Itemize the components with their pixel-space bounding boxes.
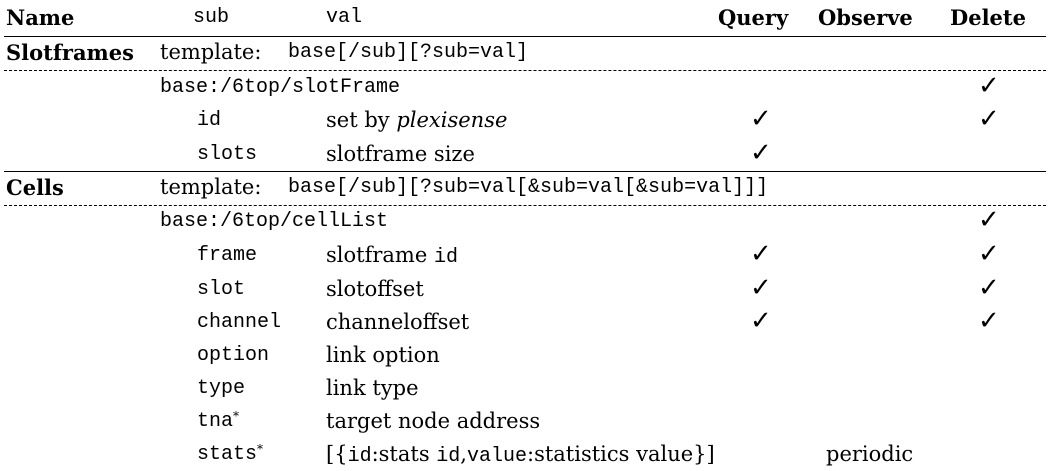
template-label: template: bbox=[160, 40, 262, 64]
header-rule bbox=[4, 36, 1046, 37]
resource-path: base:/6top/slotFrame bbox=[160, 76, 401, 99]
val-description: slotframe size bbox=[326, 142, 475, 166]
sub-param: type bbox=[197, 377, 246, 400]
query-check: ✓ bbox=[750, 239, 772, 269]
resource-path: base:/6top/cellList bbox=[160, 210, 389, 233]
sub-param: option bbox=[197, 344, 270, 367]
query-check: ✓ bbox=[750, 273, 772, 303]
query-check: ✓ bbox=[750, 104, 772, 134]
sub-param: frame bbox=[197, 244, 258, 267]
val-description: channeloffset bbox=[326, 310, 470, 334]
val-description: target node address bbox=[326, 409, 541, 433]
delete-check: ✓ bbox=[978, 273, 1000, 303]
val-description: set by plexisense bbox=[326, 108, 508, 132]
val-description: slotoffset bbox=[326, 277, 424, 301]
header-val: val bbox=[326, 6, 363, 29]
header-query: Query bbox=[718, 5, 789, 30]
val-description: link option bbox=[326, 343, 440, 367]
observe-value: periodic bbox=[826, 442, 914, 466]
delete-check: ✓ bbox=[978, 104, 1000, 134]
sub-param: slots bbox=[197, 143, 258, 166]
header-name: Name bbox=[6, 5, 75, 30]
delete-check: ✓ bbox=[978, 71, 1000, 101]
header-observe: Observe bbox=[818, 5, 913, 30]
section-name-slotframes: Slotframes bbox=[6, 40, 134, 65]
section-dash-rule bbox=[4, 205, 1046, 206]
header-delete: Delete bbox=[950, 5, 1026, 30]
sub-param: tna* bbox=[197, 409, 240, 433]
section-dash-rule bbox=[4, 70, 1046, 71]
footnote-mark: * bbox=[257, 442, 264, 456]
sub-param: stats* bbox=[197, 442, 264, 466]
section-name-cells: Cells bbox=[6, 175, 64, 200]
delete-check: ✓ bbox=[978, 239, 1000, 269]
header-sub: sub bbox=[193, 6, 230, 29]
section-rule bbox=[4, 171, 1046, 172]
sub-param: channel bbox=[197, 311, 282, 334]
sub-param: id bbox=[197, 109, 222, 132]
val-description: slotframe id bbox=[326, 243, 458, 269]
val-description: [{id:stats id,value:statistics value}] bbox=[326, 442, 715, 468]
delete-check: ✓ bbox=[978, 306, 1000, 336]
query-check: ✓ bbox=[750, 306, 772, 336]
template-label: template: bbox=[160, 175, 262, 199]
sub-param: slot bbox=[197, 278, 246, 301]
template-string: base[/sub][?sub=val] bbox=[288, 41, 529, 64]
template-string: base[/sub][?sub=val[&sub=val[&sub=val]]] bbox=[288, 176, 769, 199]
val-description: link type bbox=[326, 376, 419, 400]
footnote-mark: * bbox=[233, 409, 240, 423]
query-check: ✓ bbox=[750, 138, 772, 168]
delete-check: ✓ bbox=[978, 205, 1000, 235]
